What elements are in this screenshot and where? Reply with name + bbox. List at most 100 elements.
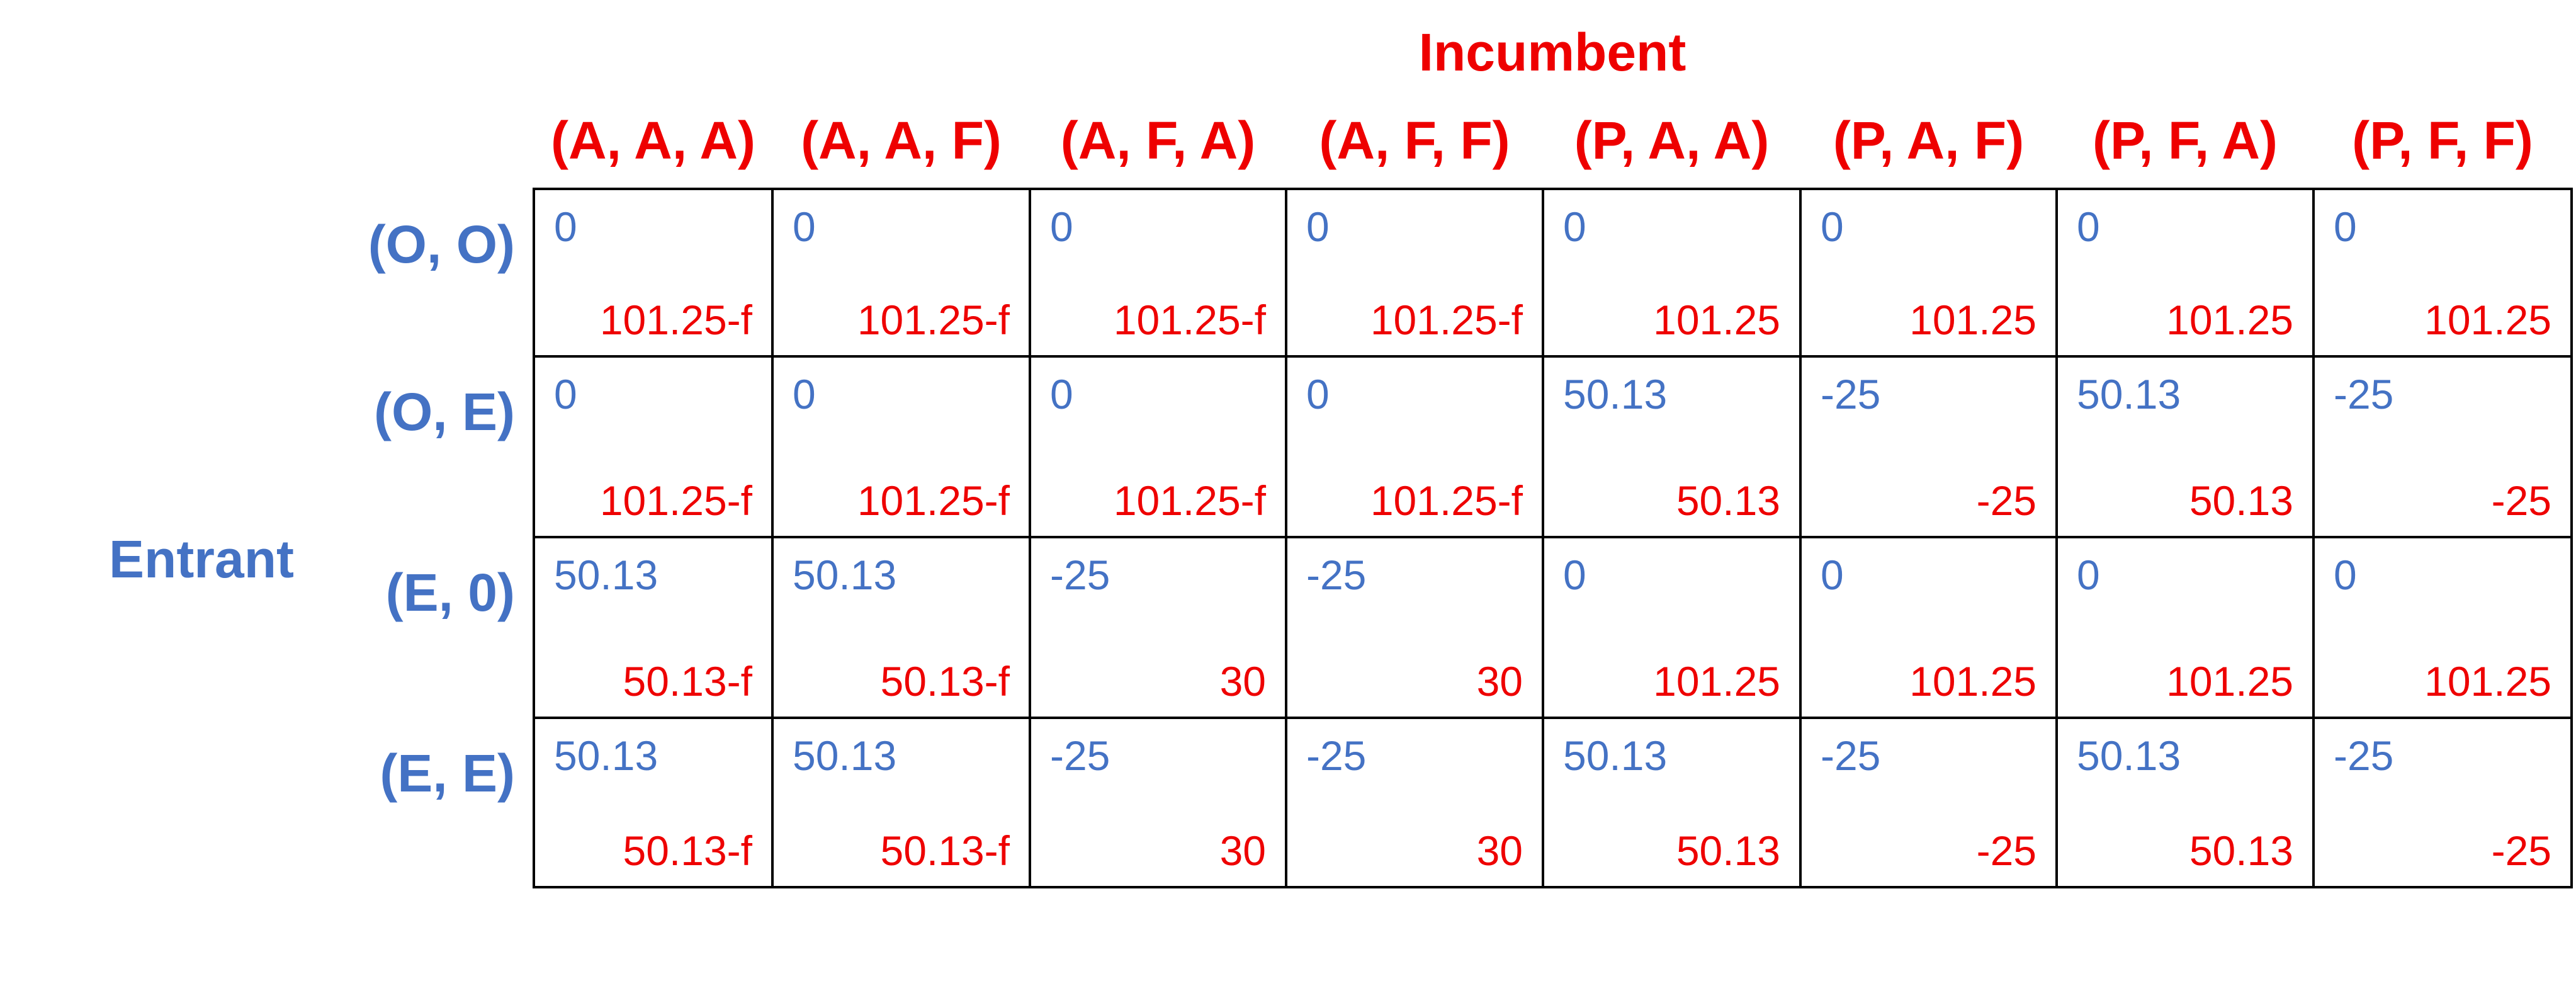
payoff-cell: 0 101.25-f <box>771 355 1031 538</box>
entrant-payoff: 0 <box>2334 203 2357 250</box>
entrant-payoff: 0 <box>554 203 577 250</box>
incumbent-payoff: -25 <box>1976 827 2037 874</box>
incumbent-payoff: 101.25-f <box>1113 477 1266 524</box>
payoff-cell: 0 101.25-f <box>1285 355 1544 538</box>
incumbent-payoff: 50.13-f <box>623 658 752 705</box>
incumbent-payoff: 101.25-f <box>599 477 752 524</box>
payoff-cell: -25 -25 <box>1799 717 2058 888</box>
payoff-cell: 0 101.25 <box>1799 188 2058 358</box>
entrant-payoff: 0 <box>1050 371 1073 417</box>
incumbent-payoff: 50.13 <box>1676 477 1780 524</box>
entrant-payoff: 0 <box>1821 552 1844 598</box>
payoff-cell: -25 -25 <box>2312 355 2573 538</box>
incumbent-payoff: -25 <box>2491 477 2551 524</box>
payoff-cell: 0 101.25-f <box>771 188 1031 358</box>
payoff-cell: 50.13 50.13 <box>1542 717 1802 888</box>
payoff-cell: 50.13 50.13-f <box>533 536 774 719</box>
column-header: (A, F, F) <box>1319 111 1510 170</box>
payoff-cell: -25 30 <box>1029 717 1287 888</box>
payoff-cell: 50.13 50.13 <box>2055 717 2315 888</box>
entrant-payoff: 50.13 <box>793 552 897 598</box>
column-header: (A, A, A) <box>550 111 756 170</box>
incumbent-payoff: 50.13-f <box>880 827 1010 874</box>
incumbent-payoff: 101.25 <box>1909 297 2037 343</box>
entrant-payoff: 50.13 <box>2077 371 2181 417</box>
incumbent-payoff: 101.25-f <box>1370 297 1523 343</box>
entrant-payoff: -25 <box>1306 552 1367 598</box>
payoff-cell: 0 101.25 <box>2312 188 2573 358</box>
payoff-cell: -25 30 <box>1029 536 1287 719</box>
column-header: (P, F, A) <box>2092 111 2278 170</box>
incumbent-payoff: 101.25-f <box>1113 297 1266 343</box>
incumbent-payoff: 30 <box>1476 827 1523 874</box>
incumbent-payoff: 50.13 <box>2189 827 2293 874</box>
incumbent-payoff: 101.25-f <box>857 297 1010 343</box>
row-header: (E, 0) <box>385 563 515 622</box>
column-header: (P, A, F) <box>1833 111 2025 170</box>
entrant-payoff: 0 <box>1306 203 1330 250</box>
payoff-cell: 0 101.25 <box>2055 188 2315 358</box>
row-player: Entrant <box>109 530 294 589</box>
entrant-payoff: 0 <box>1563 203 1586 250</box>
entrant-payoff: -25 <box>1050 552 1110 598</box>
incumbent-payoff: 101.25 <box>1653 297 1780 343</box>
column-header: (P, A, A) <box>1574 111 1770 170</box>
entrant-payoff: 0 <box>1821 203 1844 250</box>
incumbent-payoff: 101.25 <box>2166 658 2293 705</box>
incumbent-payoff: 50.13 <box>1676 827 1780 874</box>
incumbent-payoff: 50.13-f <box>880 658 1010 705</box>
entrant-payoff: 50.13 <box>554 732 658 779</box>
entrant-payoff: 0 <box>2077 552 2100 598</box>
payoff-cell: -25 30 <box>1285 536 1544 719</box>
payoff-cell: 0 101.25-f <box>1285 188 1544 358</box>
incumbent-payoff: 101.25 <box>2424 658 2551 705</box>
payoff-cell: 50.13 50.13-f <box>771 536 1031 719</box>
column-header: (P, F, F) <box>2352 111 2533 170</box>
payoff-cell: 50.13 50.13 <box>2055 355 2315 538</box>
entrant-payoff: 0 <box>2334 552 2357 598</box>
entrant-payoff: 0 <box>1563 552 1586 598</box>
entrant-payoff: -25 <box>1821 732 1881 779</box>
payoff-cell: -25 30 <box>1285 717 1544 888</box>
entrant-payoff: -25 <box>1050 732 1110 779</box>
incumbent-payoff: 30 <box>1476 658 1523 705</box>
incumbent-payoff: 101.25-f <box>599 297 752 343</box>
payoff-cell: 50.13 50.13 <box>1542 355 1802 538</box>
payoff-cell: 0 101.25 <box>2055 536 2315 719</box>
entrant-payoff: 0 <box>554 371 577 417</box>
incumbent-payoff: -25 <box>2491 827 2551 874</box>
payoff-cell: -25 -25 <box>2312 717 2573 888</box>
entrant-payoff: -25 <box>1306 732 1367 779</box>
incumbent-payoff: 50.13 <box>2189 477 2293 524</box>
column-header: (A, A, F) <box>801 111 1002 170</box>
incumbent-payoff: 101.25 <box>1909 658 2037 705</box>
payoff-cell: 50.13 50.13-f <box>771 717 1031 888</box>
payoff-cell: 0 101.25 <box>1542 536 1802 719</box>
entrant-payoff: 0 <box>793 203 816 250</box>
column-header: (A, F, A) <box>1060 111 1256 170</box>
entrant-payoff: 50.13 <box>1563 371 1668 417</box>
entrant-payoff: -25 <box>2334 732 2394 779</box>
incumbent-payoff: 101.25 <box>1653 658 1780 705</box>
incumbent-payoff: 50.13-f <box>623 827 752 874</box>
entrant-payoff: 0 <box>793 371 816 417</box>
column-player: Incumbent <box>1418 23 1686 82</box>
row-header: (O, E) <box>374 382 515 441</box>
incumbent-payoff: 101.25-f <box>857 477 1010 524</box>
incumbent-payoff: 101.25-f <box>1370 477 1523 524</box>
payoff-cell: 0 101.25-f <box>533 355 774 538</box>
payoff-cell: -25 -25 <box>1799 355 2058 538</box>
entrant-payoff: -25 <box>1821 371 1881 417</box>
incumbent-payoff: 101.25 <box>2424 297 2551 343</box>
incumbent-payoff: -25 <box>1976 477 2037 524</box>
incumbent-payoff: 30 <box>1219 827 1266 874</box>
payoff-cell: 0 101.25 <box>2312 536 2573 719</box>
payoff-cell: 0 101.25 <box>1799 536 2058 719</box>
incumbent-payoff: 101.25 <box>2166 297 2293 343</box>
payoff-cell: 0 101.25-f <box>1029 188 1287 358</box>
entrant-payoff: 50.13 <box>2077 732 2181 779</box>
payoff-cell: 0 101.25-f <box>533 188 774 358</box>
row-header: (O, O) <box>368 215 515 274</box>
entrant-payoff: 0 <box>1050 203 1073 250</box>
entrant-payoff: 0 <box>2077 203 2100 250</box>
